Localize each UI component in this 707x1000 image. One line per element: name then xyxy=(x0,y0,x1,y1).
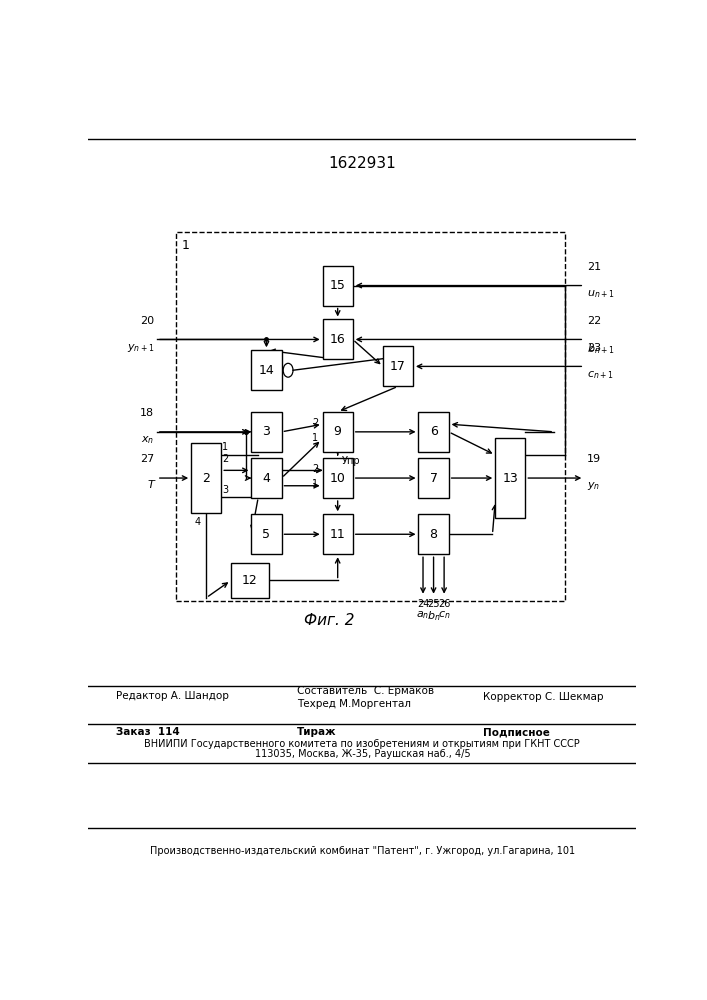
Text: $y_n$: $y_n$ xyxy=(587,480,600,492)
Text: 2: 2 xyxy=(202,472,210,485)
FancyBboxPatch shape xyxy=(419,514,449,554)
Text: 8: 8 xyxy=(430,528,438,541)
Text: 3: 3 xyxy=(222,485,228,495)
Text: 10: 10 xyxy=(329,472,346,485)
Text: 1: 1 xyxy=(312,433,318,443)
Text: $b_{n+1}$: $b_{n+1}$ xyxy=(587,342,615,356)
Text: 21: 21 xyxy=(587,262,601,272)
Text: 23: 23 xyxy=(587,343,601,353)
FancyBboxPatch shape xyxy=(383,346,413,386)
Text: Составитель  С. Ермаков: Составитель С. Ермаков xyxy=(297,686,433,696)
Text: 16: 16 xyxy=(329,333,346,346)
Text: 17: 17 xyxy=(390,360,406,373)
Text: $a_n$: $a_n$ xyxy=(416,609,430,621)
FancyBboxPatch shape xyxy=(322,514,353,554)
Text: 5: 5 xyxy=(262,528,271,541)
Text: Упр: Упр xyxy=(341,456,360,466)
Text: 24: 24 xyxy=(417,599,429,609)
Text: 1: 1 xyxy=(182,239,189,252)
Text: Тираж: Тираж xyxy=(297,727,336,737)
Text: $u_{n+1}$: $u_{n+1}$ xyxy=(587,288,615,300)
Text: 1: 1 xyxy=(222,442,228,452)
FancyBboxPatch shape xyxy=(322,458,353,498)
Text: Редактор А. Шандор: Редактор А. Шандор xyxy=(116,691,228,701)
Text: 1: 1 xyxy=(312,479,318,489)
Text: 2: 2 xyxy=(312,464,318,474)
Text: 6: 6 xyxy=(430,425,438,438)
Text: 27: 27 xyxy=(140,454,154,464)
Text: 12: 12 xyxy=(242,574,258,587)
FancyBboxPatch shape xyxy=(322,412,353,452)
FancyBboxPatch shape xyxy=(322,266,353,306)
Text: $b_n$: $b_n$ xyxy=(427,609,440,623)
Text: 18: 18 xyxy=(140,408,154,418)
Text: 3: 3 xyxy=(262,425,270,438)
Text: 25: 25 xyxy=(427,599,440,609)
Text: Подписное: Подписное xyxy=(483,727,550,737)
Text: Производственно-издательский комбинат "Патент", г. Ужгород, ул.Гагарина, 101: Производственно-издательский комбинат "П… xyxy=(150,846,575,856)
Text: 4: 4 xyxy=(262,472,270,485)
Text: 22: 22 xyxy=(587,316,601,326)
Text: 13: 13 xyxy=(503,472,518,485)
FancyBboxPatch shape xyxy=(419,458,449,498)
FancyBboxPatch shape xyxy=(322,319,353,359)
Text: $y_{n+1}$: $y_{n+1}$ xyxy=(127,342,154,354)
Text: ВНИИПИ Государственного комитета по изобретениям и открытиям при ГКНТ СССР: ВНИИПИ Государственного комитета по изоб… xyxy=(144,739,580,749)
FancyBboxPatch shape xyxy=(231,563,269,598)
Text: 19: 19 xyxy=(587,454,601,464)
Text: 14: 14 xyxy=(259,364,274,377)
FancyBboxPatch shape xyxy=(252,458,281,498)
FancyBboxPatch shape xyxy=(419,412,449,452)
Text: Заказ  114: Заказ 114 xyxy=(116,727,180,737)
Text: 7: 7 xyxy=(430,472,438,485)
Text: $x_n$: $x_n$ xyxy=(141,434,154,446)
Text: $c_{n+1}$: $c_{n+1}$ xyxy=(587,369,614,381)
Text: 11: 11 xyxy=(329,528,346,541)
Text: T: T xyxy=(147,480,154,490)
Text: Корректор С. Шекмар: Корректор С. Шекмар xyxy=(483,692,603,702)
Text: Фиг. 2: Фиг. 2 xyxy=(304,613,355,628)
Text: 26: 26 xyxy=(438,599,450,609)
Text: 2: 2 xyxy=(312,418,318,428)
Text: 15: 15 xyxy=(329,279,346,292)
FancyBboxPatch shape xyxy=(495,438,525,518)
Text: 1622931: 1622931 xyxy=(329,156,396,171)
Text: 9: 9 xyxy=(334,425,341,438)
Text: Техред М.Моргентал: Техред М.Моргентал xyxy=(297,699,411,709)
FancyBboxPatch shape xyxy=(252,350,281,390)
FancyBboxPatch shape xyxy=(252,412,281,452)
Text: 4: 4 xyxy=(194,517,201,527)
Text: 20: 20 xyxy=(140,316,154,326)
FancyBboxPatch shape xyxy=(252,514,281,554)
FancyBboxPatch shape xyxy=(191,443,221,513)
Text: 2: 2 xyxy=(222,454,228,464)
Text: $c_n$: $c_n$ xyxy=(438,609,450,621)
Text: 113035, Москва, Ж-35, Раушская наб., 4/5: 113035, Москва, Ж-35, Раушская наб., 4/5 xyxy=(255,749,470,759)
